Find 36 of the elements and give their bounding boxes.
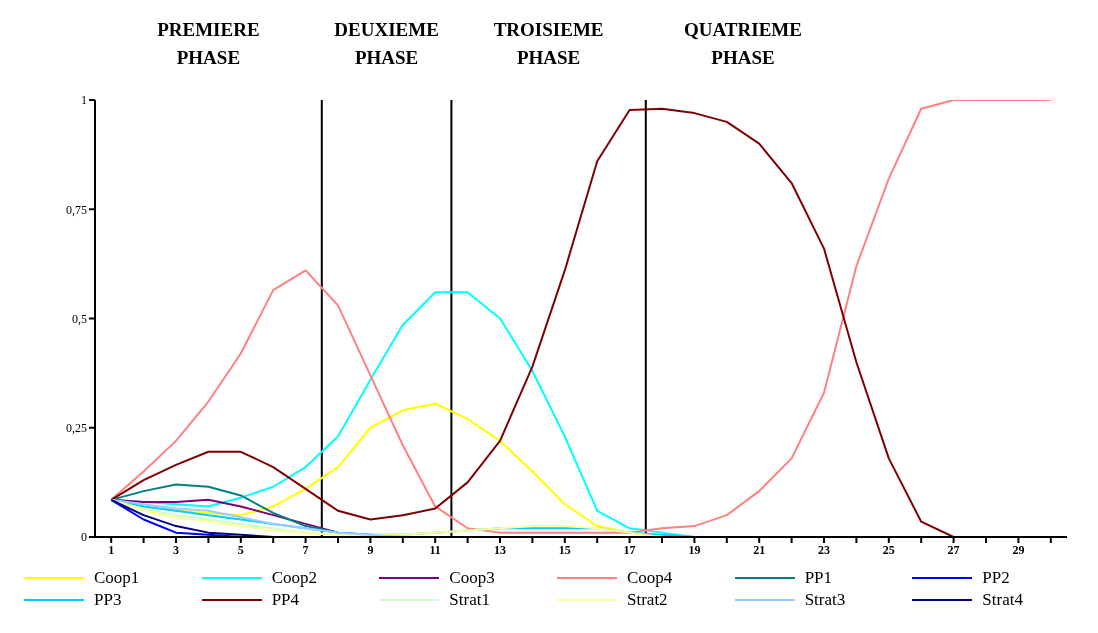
y-tick-label: 0,25 <box>66 421 87 436</box>
legend-label: Strat2 <box>627 590 668 610</box>
legend-label: PP4 <box>271 590 300 610</box>
legend-label: Coop3 <box>449 568 495 588</box>
text: QUATRIEME PHASE <box>683 18 803 70</box>
text: TROISIEME PHASE <box>492 18 605 70</box>
legend-label: Coop4 <box>627 568 673 588</box>
legend-label: Strat3 <box>804 590 846 610</box>
x-tick-label: 23 <box>818 542 830 557</box>
x-tick-label: 5 <box>237 542 244 557</box>
x-tick-label: 17 <box>623 542 636 557</box>
x-tick-label: 13 <box>494 542 506 557</box>
y-tick-label: 0,75 <box>66 202 87 217</box>
y-tick-label: 0 <box>81 530 87 545</box>
y-tick-label: 0,5 <box>72 311 87 326</box>
x-tick-label: 9 <box>367 542 374 557</box>
legend-label: Coop1 <box>94 568 140 588</box>
x-tick-label: 7 <box>302 542 309 557</box>
legend-label: Strat4 <box>982 590 1023 610</box>
x-tick-label: 29 <box>1012 542 1025 557</box>
legend-label: Coop2 <box>271 568 317 588</box>
x-tick-label: 19 <box>688 542 701 557</box>
legend-label: PP2 <box>982 568 1010 588</box>
y-tick-label: 1 <box>81 93 87 108</box>
x-tick-label: 27 <box>947 542 960 557</box>
text: DEUXIEME PHASE <box>333 18 440 70</box>
x-tick-label: 11 <box>429 542 441 557</box>
x-tick-label: 3 <box>173 542 179 557</box>
x-tick-label: 21 <box>753 542 766 557</box>
legend-label: Strat1 <box>449 590 490 610</box>
legend-label: PP1 <box>804 568 833 588</box>
x-tick-label: 25 <box>882 542 895 557</box>
x-tick-label: 15 <box>558 542 571 557</box>
text: PREMIERE PHASE <box>156 18 261 70</box>
legend-label: PP3 <box>94 590 122 610</box>
x-tick-label: 1 <box>108 542 115 557</box>
